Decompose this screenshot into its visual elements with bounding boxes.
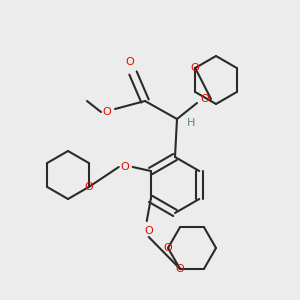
Text: O: O — [84, 182, 93, 192]
Text: O: O — [120, 162, 129, 172]
Text: O: O — [144, 226, 153, 236]
Text: O: O — [103, 107, 111, 117]
Text: O: O — [176, 264, 184, 274]
Text: O: O — [164, 243, 172, 253]
Text: O: O — [126, 57, 134, 67]
Text: O: O — [191, 63, 200, 73]
Text: O: O — [201, 94, 209, 104]
Text: H: H — [187, 118, 195, 128]
